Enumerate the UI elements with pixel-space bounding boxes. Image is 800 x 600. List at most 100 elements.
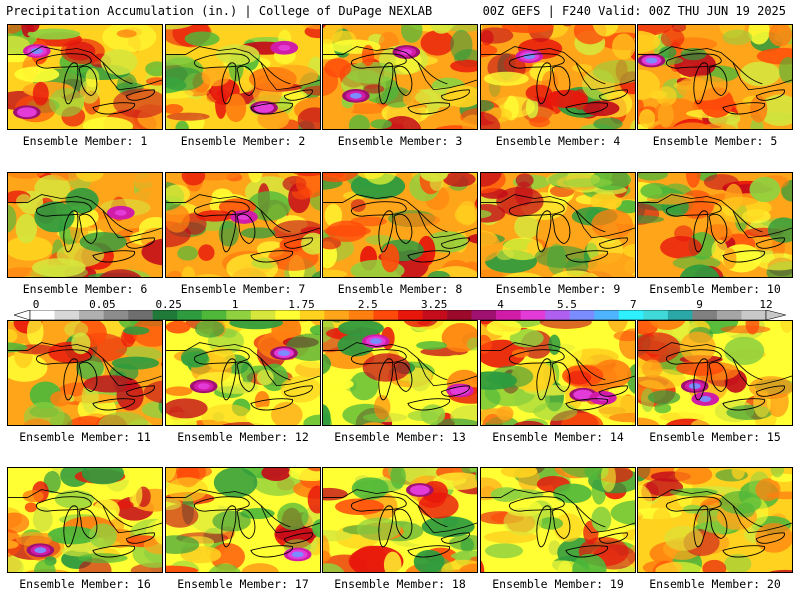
precip-field xyxy=(323,25,477,129)
ensemble-member-map xyxy=(7,172,163,278)
precip-field xyxy=(481,173,635,277)
ensemble-member-map xyxy=(7,24,163,130)
colorbar-swatch xyxy=(643,310,669,320)
colorbar-swatch xyxy=(618,310,644,320)
ensemble-member-map xyxy=(637,320,793,426)
colorbar-swatch xyxy=(128,310,153,320)
ensemble-member-map xyxy=(165,24,321,130)
colorbar-swatch xyxy=(692,310,718,320)
ensemble-member-map xyxy=(322,172,478,278)
colorbar-swatch xyxy=(324,310,350,320)
colorbar-scale xyxy=(14,310,786,320)
precip-field xyxy=(481,468,635,572)
ensemble-member-map xyxy=(322,24,478,130)
colorbar-tick-label: 7 xyxy=(629,298,637,311)
colorbar-swatch xyxy=(250,310,276,320)
colorbar-swatch xyxy=(373,310,399,320)
precip-field xyxy=(323,468,477,572)
ensemble-member-label: Ensemble Member: 13 xyxy=(334,430,466,444)
colorbar-swatch xyxy=(422,310,448,320)
colorbar-tick-label: 9 xyxy=(696,298,703,311)
colorbar-tick-label: 4 xyxy=(497,298,504,311)
ensemble-member-map xyxy=(480,172,636,278)
ensemble-member-label: Ensemble Member: 3 xyxy=(337,134,463,148)
ensemble-member-map xyxy=(322,320,478,426)
ensemble-member-label: Ensemble Member: 7 xyxy=(180,282,306,296)
colorbar-tick-label: 1 xyxy=(231,298,239,311)
ensemble-member-map xyxy=(7,467,163,573)
precip-field xyxy=(481,321,635,425)
precip-field xyxy=(638,173,792,277)
colorbar-swatch xyxy=(569,310,595,320)
colorbar-tick-label: 3.25 xyxy=(420,298,448,311)
ensemble-member-label: Ensemble Member: 20 xyxy=(649,577,781,591)
precip-field xyxy=(166,468,320,572)
colorbar-swatch xyxy=(348,310,374,320)
ensemble-member-map xyxy=(637,172,793,278)
ensemble-member-label: Ensemble Member: 14 xyxy=(492,430,624,444)
colorbar-swatch xyxy=(447,310,472,320)
precip-field xyxy=(166,321,320,425)
colorbar-min-arrow xyxy=(14,310,31,320)
ensemble-member-map xyxy=(322,467,478,573)
precip-field xyxy=(638,321,792,425)
colorbar-swatch xyxy=(54,310,80,320)
ensemble-member-label: Ensemble Member: 16 xyxy=(19,577,151,591)
precip-field xyxy=(638,468,792,572)
model-run-info: 00Z GEFS | F240 Valid: 00Z THU JUN 19 20… xyxy=(482,4,786,18)
ensemble-member-map xyxy=(165,172,321,278)
ensemble-member-map xyxy=(637,24,793,130)
ensemble-member-label: Ensemble Member: 1 xyxy=(22,134,148,148)
ensemble-member-label: Ensemble Member: 10 xyxy=(649,282,781,296)
ensemble-member-label: Ensemble Member: 12 xyxy=(177,430,309,444)
precip-field xyxy=(166,173,320,277)
colorbar-swatch xyxy=(79,310,104,320)
colorbar-tick-label: 0.25 xyxy=(155,298,182,311)
precip-field xyxy=(323,173,477,277)
colorbar-labels: 0 0.05 0.25 1 1.75 2.5 3.25 4 5.5 7 9 12 xyxy=(14,298,786,311)
precip-field xyxy=(8,25,162,129)
ensemble-member-map xyxy=(480,320,636,426)
ensemble-member-label: Ensemble Member: 17 xyxy=(177,577,309,591)
ensemble-member-map xyxy=(480,467,636,573)
precip-field xyxy=(481,25,635,129)
ensemble-member-map xyxy=(165,320,321,426)
colorbar-swatch xyxy=(201,310,227,320)
precip-field xyxy=(8,173,162,277)
ensemble-member-label: Ensemble Member: 18 xyxy=(334,577,466,591)
colorbar-swatch xyxy=(103,310,129,320)
colorbar-tick-label: 0 xyxy=(32,298,40,311)
colorbar-swatch xyxy=(471,310,497,320)
ensemble-member-label: Ensemble Member: 2 xyxy=(180,134,306,148)
colorbar-swatch xyxy=(152,310,178,320)
precip-field xyxy=(323,321,477,425)
colorbar-swatch xyxy=(545,310,571,320)
ensemble-member-map xyxy=(165,467,321,573)
colorbar-tick-label: 12 xyxy=(759,298,773,311)
ensemble-member-map xyxy=(637,467,793,573)
colorbar-swatch xyxy=(275,310,301,320)
colorbar-tick-label: 0.05 xyxy=(89,298,116,311)
map-title: Precipitation Accumulation (in.) | Colle… xyxy=(6,4,433,18)
ensemble-member-label: Ensemble Member: 8 xyxy=(337,282,463,296)
colorbar-swatch xyxy=(741,310,767,320)
colorbar-swatch xyxy=(667,310,693,320)
colorbar-tick-label: 5.5 xyxy=(556,298,577,311)
colorbar-max-arrow xyxy=(765,310,786,320)
colorbar: 0 0.05 0.25 1 1.75 2.5 3.25 4 5.5 7 9 12 xyxy=(14,298,786,320)
colorbar-swatch xyxy=(520,310,546,320)
colorbar-swatch xyxy=(716,310,742,320)
colorbar-swatch xyxy=(496,310,521,320)
precip-field xyxy=(8,321,162,425)
colorbar-tick-label: 1.75 xyxy=(288,298,315,311)
ensemble-member-map xyxy=(7,320,163,426)
precip-field xyxy=(166,25,320,129)
colorbar-swatch xyxy=(177,310,203,320)
ensemble-member-label: Ensemble Member: 9 xyxy=(495,282,621,296)
ensemble-member-label: Ensemble Member: 5 xyxy=(652,134,778,148)
ensemble-member-label: Ensemble Member: 11 xyxy=(19,430,151,444)
colorbar-swatch xyxy=(398,310,423,320)
ensemble-member-label: Ensemble Member: 4 xyxy=(495,134,621,148)
colorbar-swatch xyxy=(226,310,252,320)
precip-field xyxy=(638,25,792,129)
